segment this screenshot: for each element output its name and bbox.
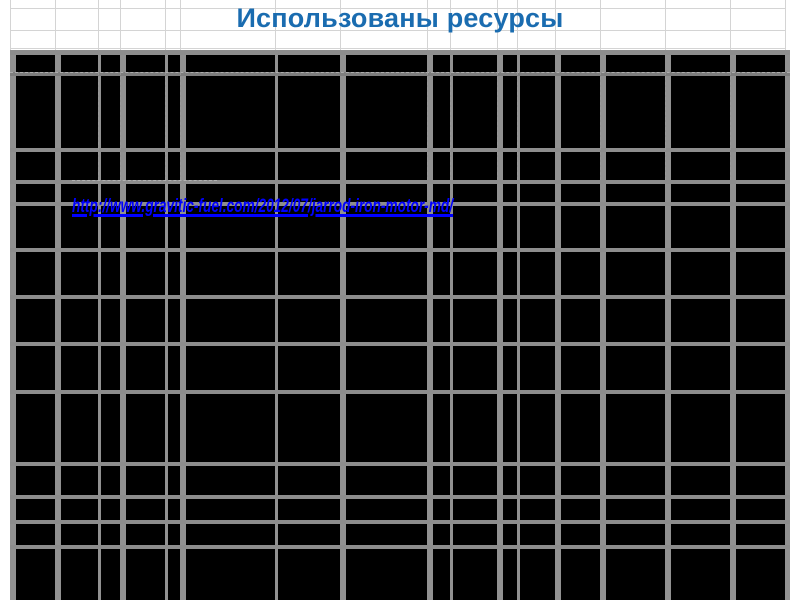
grid-hline-1	[10, 72, 790, 76]
dashed-vline-3	[180, 72, 182, 180]
grid-hline-3	[10, 180, 790, 184]
grid-vline-2	[98, 50, 101, 600]
dashed-vline-7	[517, 72, 519, 180]
header-grid-hline-1	[10, 30, 785, 31]
grid-vline-15	[730, 50, 736, 600]
grid-vline-4	[165, 50, 168, 600]
grid-vline-0	[10, 50, 16, 600]
header-grid-vline-4	[165, 0, 166, 50]
grid-vline-8	[427, 50, 433, 600]
page-title: Использованы ресурсы	[236, 3, 564, 33]
grid-hline-2	[10, 148, 790, 152]
header-grid-vline-14	[665, 0, 666, 50]
dashed-hline-1	[72, 180, 217, 182]
header-grid-vline-9	[450, 0, 451, 50]
dashed-vline-1	[120, 72, 122, 180]
header-band: Использованы ресурсы	[0, 0, 800, 50]
header-grid-vline-13	[600, 0, 601, 50]
grid-hline-0	[10, 50, 790, 55]
grid-vline-10	[497, 50, 503, 600]
dashed-vline-9	[665, 72, 667, 180]
grid-vline-16	[785, 50, 790, 600]
grid-hline-4	[10, 202, 790, 206]
header-grid-vline-16	[785, 0, 786, 50]
grid-vline-7	[340, 50, 346, 600]
header-grid-vline-2	[98, 0, 99, 50]
grid-hline-6	[10, 295, 790, 299]
grid-hline-11	[10, 520, 790, 524]
dashed-vline-5	[450, 72, 452, 180]
grid-vline-12	[555, 50, 561, 600]
grid-vline-6	[275, 50, 278, 600]
header-grid-vline-8	[427, 0, 428, 50]
header-grid-vline-7	[340, 0, 341, 50]
grid-vline-14	[665, 50, 671, 600]
header-grid-vline-15	[730, 0, 731, 50]
header-grid-vline-1	[55, 0, 56, 50]
dashed-hline-0	[10, 72, 790, 74]
header-grid-vline-6	[275, 0, 276, 50]
header-grid-hline-0	[10, 8, 785, 9]
header-grid-vline-5	[180, 0, 181, 50]
dashed-vline-10	[730, 72, 732, 180]
dashed-vline-8	[600, 72, 602, 180]
resource-hyperlink[interactable]: http://www.gravitic-fuel.com/2012/07/jar…	[72, 196, 454, 217]
dashed-vline-2	[165, 72, 167, 180]
header-grid-vline-0	[10, 0, 11, 50]
grid-vline-9	[450, 50, 453, 600]
header-grid-vline-12	[555, 0, 556, 50]
header-grid-vline-11	[517, 0, 518, 50]
dashed-vline-0	[98, 72, 100, 180]
dashed-vline-6	[497, 72, 499, 180]
grid-vline-13	[600, 50, 606, 600]
header-grid-vline-10	[497, 0, 498, 50]
grid-hline-10	[10, 495, 790, 499]
grid-vline-5	[180, 50, 186, 600]
grid-hline-9	[10, 462, 790, 466]
content-board: http://www.gravitic-fuel.com/2012/07/jar…	[10, 50, 790, 600]
grid-hline-7	[10, 342, 790, 346]
grid-vline-11	[517, 50, 520, 600]
header-grid-hline-2	[10, 48, 785, 49]
dashed-vline-4	[427, 72, 429, 180]
grid-hline-5	[10, 248, 790, 252]
grid-hline-8	[10, 390, 790, 394]
grid-vline-3	[120, 50, 126, 600]
grid-hline-12	[10, 545, 790, 549]
grid-vline-1	[55, 50, 61, 600]
header-grid-vline-3	[120, 0, 121, 50]
